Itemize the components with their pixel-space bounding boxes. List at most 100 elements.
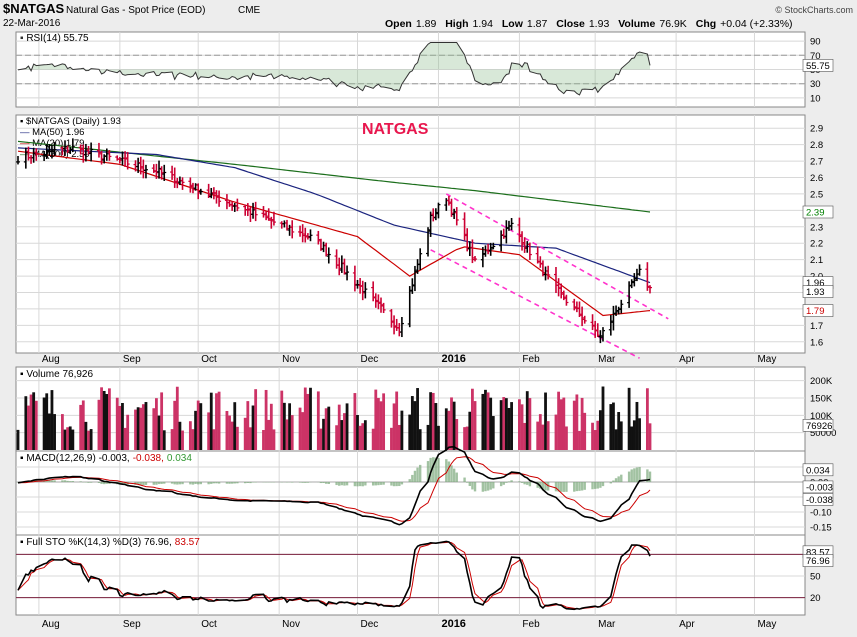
volume-bar (29, 394, 33, 450)
volume-bar (525, 391, 529, 450)
price-bar (389, 309, 394, 328)
price-bar (608, 315, 613, 336)
macd-histogram-bar (562, 482, 566, 492)
macd-histogram-bar (591, 482, 594, 490)
volume-bar (507, 407, 511, 450)
x-axis-label: Aug (42, 619, 60, 630)
price-bar (436, 202, 441, 219)
price-bar (473, 256, 478, 262)
tag-volume-text: 76926 (806, 421, 832, 432)
price-bar (527, 242, 532, 260)
macd-histogram-bar (301, 482, 304, 483)
macd-histogram-bar (502, 482, 505, 485)
x-axis-label: Oct (201, 354, 217, 365)
volume-bar (322, 418, 325, 450)
x-axis-label: Mar (598, 619, 616, 630)
macd-histogram-bar (510, 480, 513, 482)
macd-histogram-bar (178, 482, 182, 485)
legend-ma20: — MA(20) 1.79 (20, 138, 84, 149)
macd-histogram-bar (345, 482, 349, 486)
y-tick-label: 150K (810, 394, 833, 405)
volume-bar (100, 387, 103, 450)
macd-histogram-bar (614, 478, 618, 482)
macd-histogram-bar (468, 482, 472, 486)
volume-bar (254, 389, 258, 450)
price-bar (23, 147, 28, 169)
volume-bar (178, 421, 182, 450)
price-bar (266, 208, 271, 221)
volume-bar (572, 400, 576, 450)
price-bar (517, 217, 522, 243)
price-bar (290, 220, 295, 239)
volume-bar (97, 399, 101, 450)
volume-bar (382, 393, 386, 450)
volume-bar (42, 397, 46, 450)
volume-bars (16, 386, 652, 450)
macd-line (17, 445, 651, 526)
price-bar (488, 242, 493, 256)
price-bar (614, 305, 619, 316)
tag-rsi-box (802, 59, 834, 72)
x-axis-label: May (757, 619, 776, 630)
price-bar (104, 148, 109, 161)
volume-bar (290, 415, 294, 450)
rsi-series (16, 42, 805, 96)
macd-histogram-bar (97, 482, 101, 484)
volume-bar (16, 429, 20, 450)
price-bar (509, 218, 514, 231)
volume-bar (447, 410, 451, 450)
volume-bar (230, 421, 234, 450)
volume-bar (89, 429, 93, 450)
volume-bar (452, 401, 456, 450)
price-bar (491, 242, 496, 250)
macd-histogram-bar (364, 482, 367, 486)
volume-bar (152, 408, 156, 450)
volume-bar (575, 394, 579, 450)
volume-bar (450, 397, 453, 450)
price-bar (172, 167, 177, 188)
volume-bar (319, 428, 323, 450)
volume-bar (431, 392, 435, 450)
macd-histogram-bar (395, 482, 398, 487)
volume-bar (24, 396, 28, 450)
volume-bar (363, 420, 367, 450)
macd-histogram-bar (191, 482, 195, 485)
volume-bar (337, 404, 341, 450)
macd-histogram-bar (575, 482, 579, 492)
macd-histogram-bar (638, 467, 641, 482)
macd-histogram-bar (189, 482, 192, 485)
macd-histogram-bar (155, 482, 158, 485)
macd-histogram-bar (541, 482, 545, 491)
price-bar (363, 282, 368, 299)
volume-bar (638, 418, 641, 450)
volume-bar (473, 401, 477, 450)
x-axis-labels: Aug Aug Sep Sep Oct Oct Nov Nov Dec Dec 2016 2016 Fe… (42, 353, 776, 630)
volume-bar (160, 392, 164, 450)
volume-bar (353, 393, 357, 450)
price-bar (454, 207, 459, 226)
volume-bar (316, 391, 320, 450)
price-bar (245, 203, 250, 217)
macd-histogram-bar (518, 481, 521, 482)
volume-bar (340, 420, 344, 450)
price-bar (629, 279, 634, 289)
tag-sto-k: 76.96 (802, 554, 834, 567)
y-tick-label: -0.10 (810, 508, 832, 519)
macd-histogram-bar (630, 469, 633, 482)
volume-bar (228, 415, 231, 450)
price-bar (342, 258, 347, 275)
volume-bar (371, 428, 375, 450)
price-bar (198, 188, 203, 195)
y-tick-label: 20 (810, 593, 821, 604)
volume-bar (66, 427, 70, 450)
price-bars (16, 138, 652, 344)
macd-histogram-bar (452, 468, 456, 482)
volume-bar (79, 404, 83, 450)
price-bar (501, 228, 506, 239)
volume-bar (235, 426, 239, 450)
price-bar (520, 231, 525, 251)
price-bar (253, 201, 258, 222)
macd-histogram-bar (144, 482, 148, 485)
macd-histogram-bar (455, 472, 458, 482)
